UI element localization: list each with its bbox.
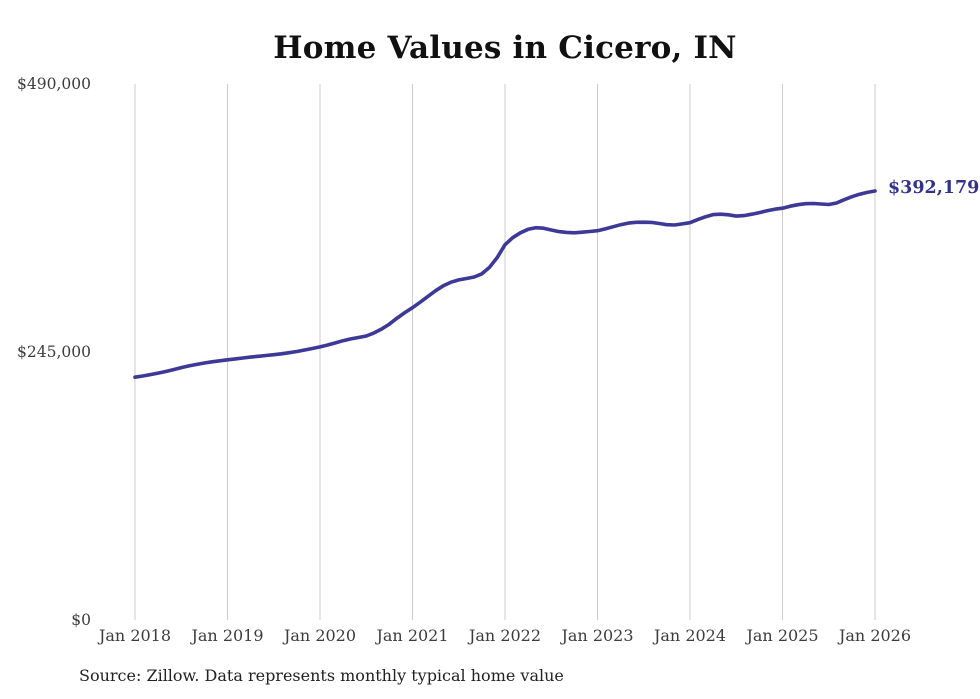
home-value-line <box>133 189 877 380</box>
x-axis-tick-label: Jan 2025 <box>746 626 819 645</box>
x-axis-tick-label: Jan 2024 <box>653 626 727 645</box>
x-axis-tick-label: Jan 2019 <box>191 626 264 645</box>
y-axis-tick-label: $490,000 <box>17 75 91 93</box>
x-axis-tick-label: Jan 2021 <box>376 626 449 645</box>
y-axis-tick-label: $245,000 <box>17 343 91 361</box>
x-axis-tick-label: Jan 2020 <box>283 626 357 645</box>
source-note: Source: Zillow. Data represents monthly … <box>79 666 564 685</box>
latest-value-label: $392,179 <box>888 178 980 198</box>
x-axis-tick-label: Jan 2023 <box>561 626 634 645</box>
x-axis-tick-label: Jan 2018 <box>98 626 172 645</box>
x-axis-tick-label: Jan 2022 <box>468 626 542 645</box>
x-axis-tick-label: Jan 2026 <box>838 626 912 645</box>
chart-title: Home Values in Cicero, IN <box>273 30 737 66</box>
y-axis-tick-label: $0 <box>71 611 91 629</box>
